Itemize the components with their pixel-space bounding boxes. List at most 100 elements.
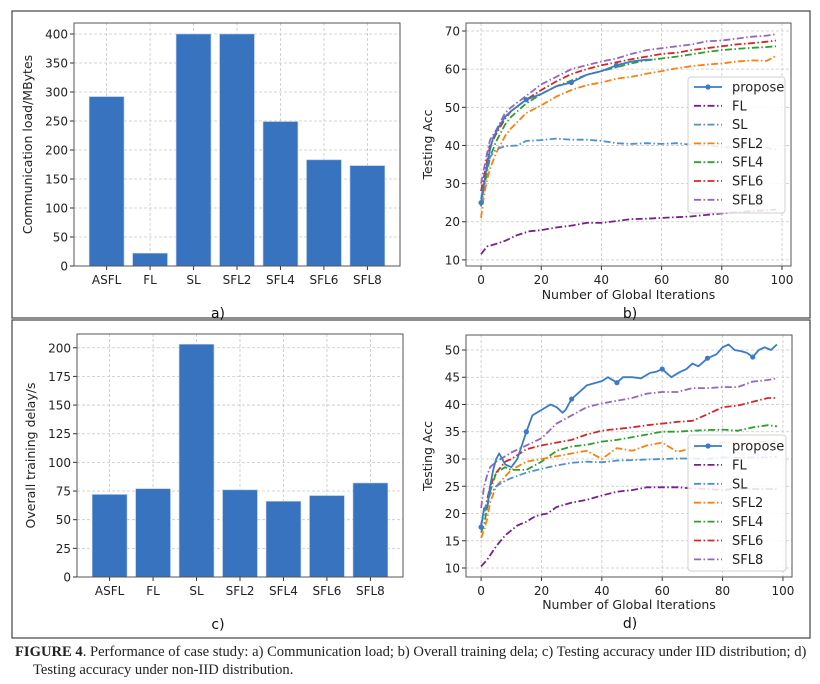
data-point-marker (569, 396, 575, 402)
bar-sl (178, 344, 215, 578)
series-line-sfl6 (480, 397, 777, 525)
x-tick-label: 40 (594, 584, 609, 598)
data-point-marker (523, 429, 529, 435)
y-tick-label: 25 (445, 480, 460, 494)
series-line-fl (480, 208, 777, 255)
y-tick-label: 25 (56, 542, 71, 556)
legend-label: SL (732, 477, 748, 492)
x-tick-label: 20 (534, 584, 549, 598)
legend: propose FL SL SFL2 SFL4 SFL6 SFL8 (687, 434, 787, 572)
axes-frame (73, 22, 401, 267)
series-line-sfl4 (480, 45, 777, 207)
legend-box (687, 434, 787, 572)
legend-label: FL (732, 458, 747, 473)
y-tick-label: 100 (48, 456, 71, 470)
caption-label: FIGURE 4 (15, 644, 83, 660)
series-line-propose (480, 58, 653, 203)
x-tick-label: 20 (534, 273, 549, 287)
y-tick-label: 20 (445, 215, 460, 229)
legend-marker (705, 443, 711, 449)
y-tick-label: 50 (56, 513, 71, 527)
legend-label: SFL6 (732, 175, 763, 190)
legend-label: SFL4 (732, 515, 763, 530)
x-tick-label: 80 (714, 273, 729, 287)
x-tick-label: 80 (715, 584, 730, 598)
legend-label: propose (732, 440, 784, 455)
x-tick-label: SFL8 (353, 273, 382, 287)
panel-label: d) (623, 616, 637, 632)
series-line-propose (480, 343, 778, 528)
subplot-a: 0 50 100 150 200 250 300 350 400 ASFL FL SL SFL2 SFL4… (20, 22, 401, 322)
x-tick-label: 0 (477, 273, 485, 287)
bar-asfl (91, 494, 128, 578)
legend-label: propose (732, 81, 784, 96)
x-tick-label: SFL2 (223, 273, 252, 287)
x-tick-label: SL (189, 584, 204, 598)
y-tick-label: 60 (445, 63, 460, 77)
y-tick-label: 50 (445, 343, 460, 357)
y-tick-label: 40 (445, 139, 460, 153)
data-point-marker (659, 366, 665, 372)
legend-label: SFL2 (732, 137, 763, 152)
x-tick-label: 40 (594, 273, 609, 287)
y-tick-label: 300 (45, 86, 68, 100)
bar-sfl2 (219, 33, 255, 267)
data-point-marker (568, 79, 574, 86)
panel-label: c) (211, 617, 224, 633)
data-point-marker (478, 524, 484, 530)
bar-sfl4 (262, 121, 299, 267)
subplot-b: 10 20 30 40 50 60 70 0 20 40 60 80 100 propose FL SL SFL… (420, 22, 794, 322)
legend-label: SFL8 (732, 553, 763, 568)
data-point-marker (750, 354, 756, 360)
y-tick-label: 35 (445, 425, 460, 439)
x-tick-label: 60 (655, 584, 670, 598)
legend-label: SFL6 (732, 534, 763, 549)
x-axis-label: Number of Global Iterations (542, 287, 716, 302)
series-line-sfl2 (480, 55, 777, 219)
x-tick-label: 100 (771, 273, 794, 287)
x-tick-label: SFL6 (313, 584, 342, 598)
x-tick-label: SFL8 (356, 584, 385, 598)
axes-frame (76, 333, 404, 578)
bar-sfl8 (352, 482, 389, 578)
panel-label: a) (211, 306, 225, 322)
bar-sfl6 (306, 159, 342, 267)
subplot-d: 10 15 20 25 30 35 40 45 50 0 20 40 60 80 100 propose FL S… (420, 334, 794, 632)
y-tick-label: 50 (445, 101, 460, 115)
top-panel-frame (11, 10, 811, 319)
y-axis-label: Testing Acc (420, 421, 435, 492)
data-point-marker (614, 380, 620, 386)
bottom-panel-frame (11, 319, 811, 639)
y-tick-label: 250 (45, 115, 68, 129)
x-tick-label: FL (146, 584, 160, 598)
y-axis-label: Communication load/MBytes (20, 55, 35, 234)
y-tick-label: 200 (45, 144, 68, 158)
y-tick-label: 45 (445, 371, 460, 385)
bar-fl (132, 252, 168, 267)
series-line-sfl4 (480, 424, 778, 533)
x-tick-label: SL (186, 273, 201, 287)
y-tick-label: 75 (56, 485, 71, 499)
y-tick-label: 125 (48, 427, 71, 441)
y-tick-label: 350 (45, 57, 68, 71)
legend-label: SFL4 (732, 156, 763, 171)
x-tick-label: SFL4 (269, 584, 298, 598)
y-tick-label: 400 (45, 28, 68, 42)
y-tick-label: 150 (45, 173, 68, 187)
x-tick-label: SFL6 (310, 273, 339, 287)
x-tick-label: FL (143, 273, 157, 287)
figure-caption: FIGURE 4. Performance of case study: a) … (15, 643, 810, 679)
axes-frame (465, 22, 792, 267)
y-axis-label: Overall training delay/s (23, 383, 38, 529)
data-point-marker (523, 97, 529, 103)
y-tick-label: 175 (48, 370, 71, 384)
bar-fl (135, 488, 171, 578)
series-lines (478, 343, 778, 568)
legend-label: SFL2 (732, 496, 763, 511)
legend-marker (705, 84, 711, 90)
y-tick-label: 10 (445, 562, 460, 576)
y-tick-label: 150 (48, 399, 71, 413)
x-tick-label: SFL4 (266, 273, 295, 287)
x-tick-label: SFL2 (226, 584, 255, 598)
bar-sfl6 (309, 495, 345, 578)
